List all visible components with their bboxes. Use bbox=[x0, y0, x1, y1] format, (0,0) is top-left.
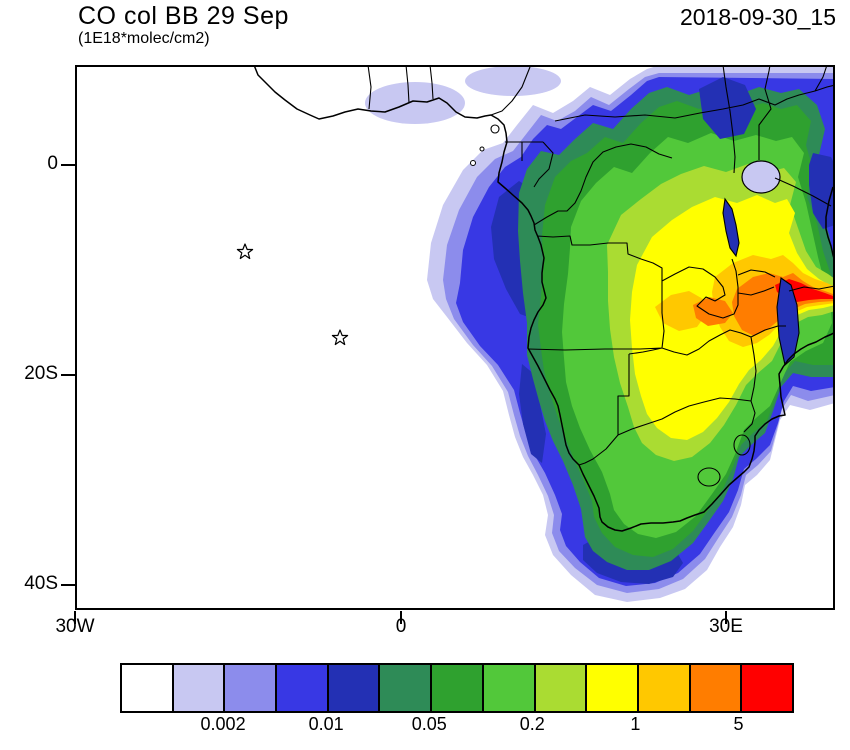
contour-band-4-east-edge-strip bbox=[809, 153, 835, 229]
plot-title: CO col BB 29 Sep bbox=[78, 2, 289, 30]
colorbar-cell bbox=[483, 665, 534, 711]
map-frame-border bbox=[75, 65, 835, 610]
colorbar-label: 5 bbox=[733, 714, 744, 734]
border-swaziland bbox=[733, 434, 751, 456]
star-marker-ascension bbox=[236, 243, 254, 260]
colorbar-cell bbox=[638, 665, 689, 711]
y-axis-tick bbox=[61, 374, 75, 376]
x-axis-label-0: 0 bbox=[395, 616, 407, 637]
colorbar-cell bbox=[432, 665, 482, 711]
colorbar-cell bbox=[122, 665, 172, 711]
contour-band-4-namibia-coast bbox=[519, 364, 546, 463]
colorbar-cell bbox=[225, 665, 276, 711]
colorbar-cell bbox=[173, 665, 224, 711]
colorbar bbox=[120, 663, 794, 713]
colorbar-label: 1 bbox=[630, 714, 641, 734]
y-axis-tick bbox=[61, 164, 75, 166]
map-frame bbox=[75, 65, 835, 610]
island-bioko bbox=[490, 124, 500, 134]
colorbar-labels: 0.002 0.01 0.05 0.2 1 5 bbox=[120, 714, 790, 738]
colorbar-cell bbox=[742, 665, 792, 711]
colorbar-label: 0.05 bbox=[411, 714, 447, 734]
y-axis-tick bbox=[61, 584, 75, 586]
colorbar-cell bbox=[690, 665, 741, 711]
island-sao-tome bbox=[470, 160, 476, 166]
y-axis-label-40s: 40S bbox=[24, 573, 58, 594]
lake-victoria bbox=[741, 160, 781, 194]
contour-band-11-west-patch bbox=[693, 297, 733, 326]
colorbar-label: 0.2 bbox=[519, 714, 545, 734]
island-principe bbox=[479, 146, 485, 152]
colorbar-label: 0.002 bbox=[200, 714, 246, 734]
x-axis-tick bbox=[400, 611, 402, 624]
x-axis-label-30w: 30W bbox=[55, 616, 95, 637]
country-borders bbox=[367, 65, 835, 466]
colorbar-cell bbox=[380, 665, 431, 711]
x-axis-tick bbox=[74, 611, 76, 624]
lake-tanganyika bbox=[722, 197, 740, 258]
y-axis-label-0: 0 bbox=[47, 153, 58, 174]
contour-band-1-ocean-patch-mid bbox=[465, 66, 561, 96]
x-axis-label-30e: 30E bbox=[709, 616, 743, 637]
colorbar-cell bbox=[277, 665, 327, 711]
map-canvas bbox=[75, 65, 835, 610]
x-axis-tick bbox=[725, 611, 727, 624]
africa-coastline bbox=[253, 65, 835, 532]
y-axis-label-20s: 20S bbox=[24, 363, 58, 384]
star-marker-st-helena bbox=[331, 329, 349, 346]
colorbar-label: 0.01 bbox=[308, 714, 344, 734]
contour-band-10-west-patch bbox=[655, 291, 707, 331]
lake-malawi bbox=[776, 277, 800, 367]
plot-units: (1E18*molec/cm2) bbox=[78, 30, 210, 47]
border-lesotho bbox=[697, 467, 721, 487]
colorbar-cell bbox=[535, 665, 586, 711]
colorbar-cell bbox=[328, 665, 379, 711]
contour-band-1-ocean-patch-west bbox=[365, 82, 465, 124]
plot-timestamp: 2018-09-30_15 bbox=[679, 4, 836, 30]
colorbar-cell bbox=[587, 665, 637, 711]
